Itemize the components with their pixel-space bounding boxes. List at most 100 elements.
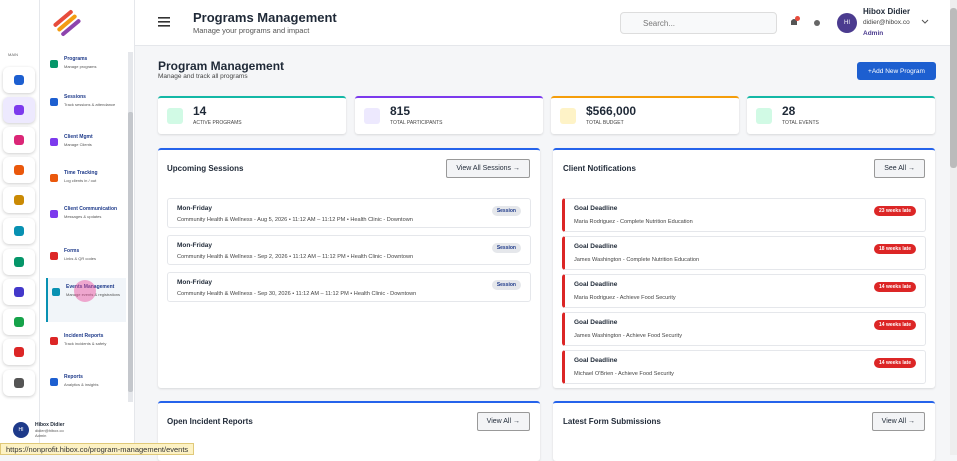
header-user-email: didier@hibox.co <box>863 19 910 26</box>
late-badge: 14 weeks late <box>874 320 916 330</box>
menu-button[interactable] <box>158 17 170 27</box>
sidebar: MAIN Programs Manage programs Sessions Trac… <box>8 0 135 455</box>
rail-icon[interactable] <box>3 249 35 275</box>
nav-text: Time Tracking Log clients in / out <box>64 170 98 183</box>
sidebar-user[interactable]: HI Hibox Didier didier@hibox.co Admin <box>6 416 126 444</box>
stat-icon <box>560 108 576 124</box>
notification-detail: James Washington - Complete Nutrition Ed… <box>574 257 700 263</box>
view-all-forms[interactable]: View All → <box>871 412 925 431</box>
nav-title: Client Communication <box>64 206 118 212</box>
notification-title: Goal Deadline <box>574 357 618 364</box>
icon <box>14 347 24 357</box>
session-day: Mon-Friday <box>177 242 213 249</box>
nav-subtitle: Messages & updates <box>64 214 102 219</box>
rail-icon[interactable] <box>3 370 35 396</box>
nav-item[interactable]: Client Communication Messages & updates <box>46 200 126 238</box>
nav-icon <box>50 174 58 182</box>
notification-detail: Maria Rodriguez - Complete Nutrition Edu… <box>574 219 693 225</box>
rail-icon[interactable] <box>3 67 35 93</box>
section-label: MAIN <box>8 52 18 57</box>
page-subtitle: Manage and track all programs <box>158 73 248 80</box>
rail-icon[interactable] <box>3 218 35 244</box>
view-all-sessions[interactable]: View All Sessions → <box>446 159 530 178</box>
icon <box>14 257 24 267</box>
nav-item[interactable]: Events Management Manage events & registr… <box>46 278 126 322</box>
session-row[interactable]: Mon-Friday Community Health & Wellness - … <box>167 198 531 228</box>
rail-icon[interactable] <box>3 309 35 335</box>
stat-icon <box>364 108 380 124</box>
session-row[interactable]: Mon-Friday Community Health & Wellness - … <box>167 272 531 302</box>
notification-row[interactable]: Goal Deadline Maria Rodriguez - Achieve F… <box>562 274 926 308</box>
user-menu-caret[interactable] <box>921 19 929 25</box>
icon <box>14 226 24 236</box>
icon <box>14 287 24 297</box>
nav-item[interactable]: Sessions Track sessions & attendance <box>46 88 126 126</box>
nav-item[interactable]: Time Tracking Log clients in / out <box>46 164 126 202</box>
rail-icon[interactable] <box>3 127 35 153</box>
session-badge: Session <box>491 280 521 290</box>
nav-item[interactable]: Programs Manage programs <box>46 50 126 88</box>
stat-value: 815 <box>390 104 411 118</box>
stat-card: 28 TOTAL EVENTS <box>747 96 935 134</box>
rail-icon[interactable] <box>3 339 35 365</box>
stat-icon <box>167 108 183 124</box>
notification-detail: James Washington - Achieve Food Security <box>574 333 682 339</box>
search-input[interactable]: Search... <box>620 12 777 34</box>
rail-icon[interactable] <box>3 97 35 123</box>
icon <box>14 105 24 115</box>
rail-icon[interactable] <box>3 157 35 183</box>
notification-row[interactable]: Goal Deadline James Washington - Achieve … <box>562 312 926 346</box>
nav-title: Time Tracking <box>64 170 98 176</box>
nav-subtitle: Manage Clients <box>64 142 92 147</box>
status-bar-url: https://nonprofit.hibox.co/program-manag… <box>0 443 195 455</box>
stat-card: $566,000 TOTAL BUDGET <box>551 96 739 134</box>
notification-bell[interactable] <box>788 16 800 28</box>
form-submissions-panel: Latest Form Submissions View All → <box>553 401 935 461</box>
stat-value: 14 <box>193 104 207 118</box>
icon <box>14 378 24 388</box>
late-badge: 23 weeks late <box>874 206 916 216</box>
page-scroll-thumb <box>950 8 957 168</box>
icon <box>14 165 24 175</box>
page-title: Program Management <box>158 59 285 73</box>
nav-icon <box>52 288 60 296</box>
user-email: didier@hibox.co <box>35 428 64 433</box>
scroll-thumb <box>128 112 133 392</box>
scrollbar <box>128 52 133 402</box>
nav-subtitle: Manage events & registrations <box>66 292 121 297</box>
stat-value: 28 <box>782 104 796 118</box>
session-detail: Community Health & Wellness - Sep 30, 20… <box>177 291 417 297</box>
nav-icon <box>50 252 58 260</box>
nav-item[interactable]: Client Mgmt Manage Clients <box>46 128 126 166</box>
nav-icon <box>50 60 58 68</box>
notification-row[interactable]: Goal Deadline Maria Rodriguez - Complete … <box>562 198 926 232</box>
notification-row[interactable]: Goal Deadline Michael O'Brien - Achieve F… <box>562 350 926 384</box>
incident-reports-panel: Open Incident Reports View All → <box>158 401 540 461</box>
user-role: Admin <box>35 433 47 438</box>
rail-icon[interactable] <box>3 187 35 213</box>
top-header: Programs Management Manage your programs… <box>135 0 950 46</box>
see-all-notifications[interactable]: See All → <box>874 159 925 178</box>
view-all-incidents[interactable]: View All → <box>476 412 530 431</box>
nav-item[interactable]: Forms Links & QR codes <box>46 242 126 280</box>
settings-icon[interactable] <box>813 19 821 27</box>
nav-subtitle: Manage programs <box>64 64 97 69</box>
notification-title: Goal Deadline <box>574 319 618 326</box>
nav-icon <box>50 138 58 146</box>
session-badge: Session <box>491 243 521 253</box>
notification-title: Goal Deadline <box>574 243 618 250</box>
session-badge: Session <box>491 206 521 216</box>
late-badge: 14 weeks late <box>874 358 916 368</box>
notification-row[interactable]: Goal Deadline James Washington - Complete… <box>562 236 926 270</box>
header-avatar[interactable]: HI <box>837 13 857 33</box>
add-program-button[interactable]: +Add New Program <box>857 62 936 80</box>
nav-subtitle: Links & QR codes <box>64 256 97 261</box>
nav-item[interactable]: Incident Reports Track incidents & safety <box>46 327 126 365</box>
nav-item[interactable]: Reports Analytics & insights <box>46 368 126 406</box>
session-day: Mon-Friday <box>177 205 213 212</box>
nav-icon <box>50 378 58 386</box>
page-scrollbar <box>950 0 957 455</box>
session-row[interactable]: Mon-Friday Community Health & Wellness - … <box>167 235 531 265</box>
nav-text: Incident Reports Track incidents & safety <box>64 333 106 346</box>
rail-icon[interactable] <box>3 279 35 305</box>
